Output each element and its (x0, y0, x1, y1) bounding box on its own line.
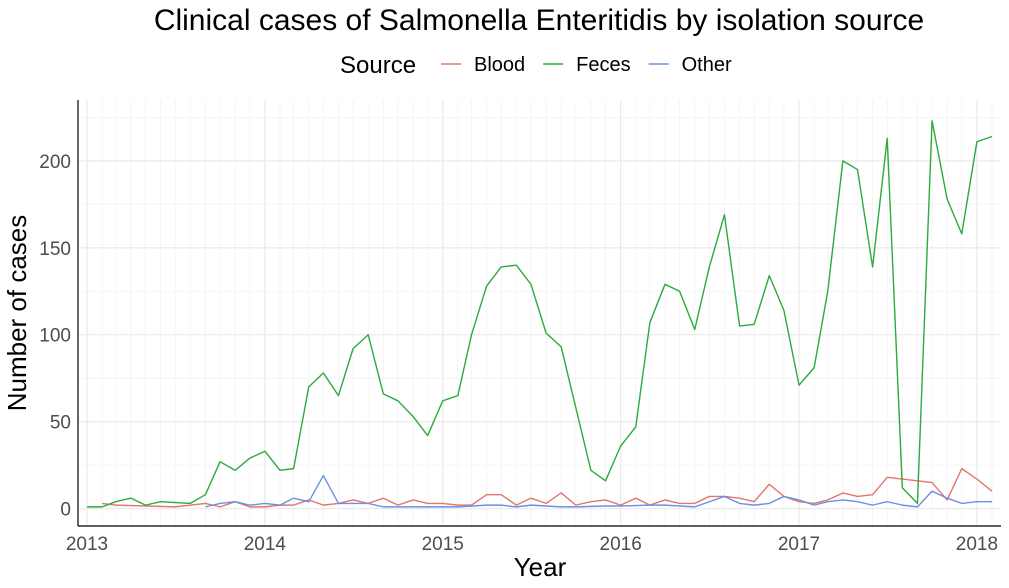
series-line-other (205, 474, 992, 508)
y-axis-title: Number of cases (2, 215, 32, 412)
x-tick-label: 2013 (66, 534, 108, 555)
legend-label-feces: Feces (576, 54, 630, 76)
x-tick-label: 2014 (244, 534, 287, 555)
legend-label-blood: Blood (474, 54, 525, 76)
x-tick-labels: 2013 2014 2015 2016 2017 2018 (66, 534, 998, 555)
series-line-blood (102, 467, 993, 508)
y-tick-label: 200 (39, 152, 71, 173)
x-tick-label: 2016 (600, 534, 642, 555)
legend-label-other: Other (682, 54, 732, 76)
y-tick-label: 50 (50, 413, 71, 434)
major-gridlines (78, 100, 1001, 526)
legend: Source Blood Feces Other (340, 52, 732, 79)
y-tick-label: 0 (60, 500, 71, 521)
x-tick-label: 2015 (422, 534, 464, 555)
series-lines (87, 120, 993, 508)
x-tick-label: 2018 (956, 534, 998, 555)
y-tick-label: 100 (39, 326, 71, 347)
legend-title: Source (340, 52, 416, 79)
y-tick-labels: 0 50 100 150 200 (39, 152, 71, 521)
series-line-feces (87, 120, 993, 508)
y-tick-label: 150 (39, 239, 71, 260)
x-tick-label: 2017 (778, 534, 820, 555)
minor-gridlines (78, 100, 1001, 526)
x-axis-title: Year (514, 552, 567, 582)
chart-title: Clinical cases of Salmonella Enteritidis… (154, 4, 924, 37)
